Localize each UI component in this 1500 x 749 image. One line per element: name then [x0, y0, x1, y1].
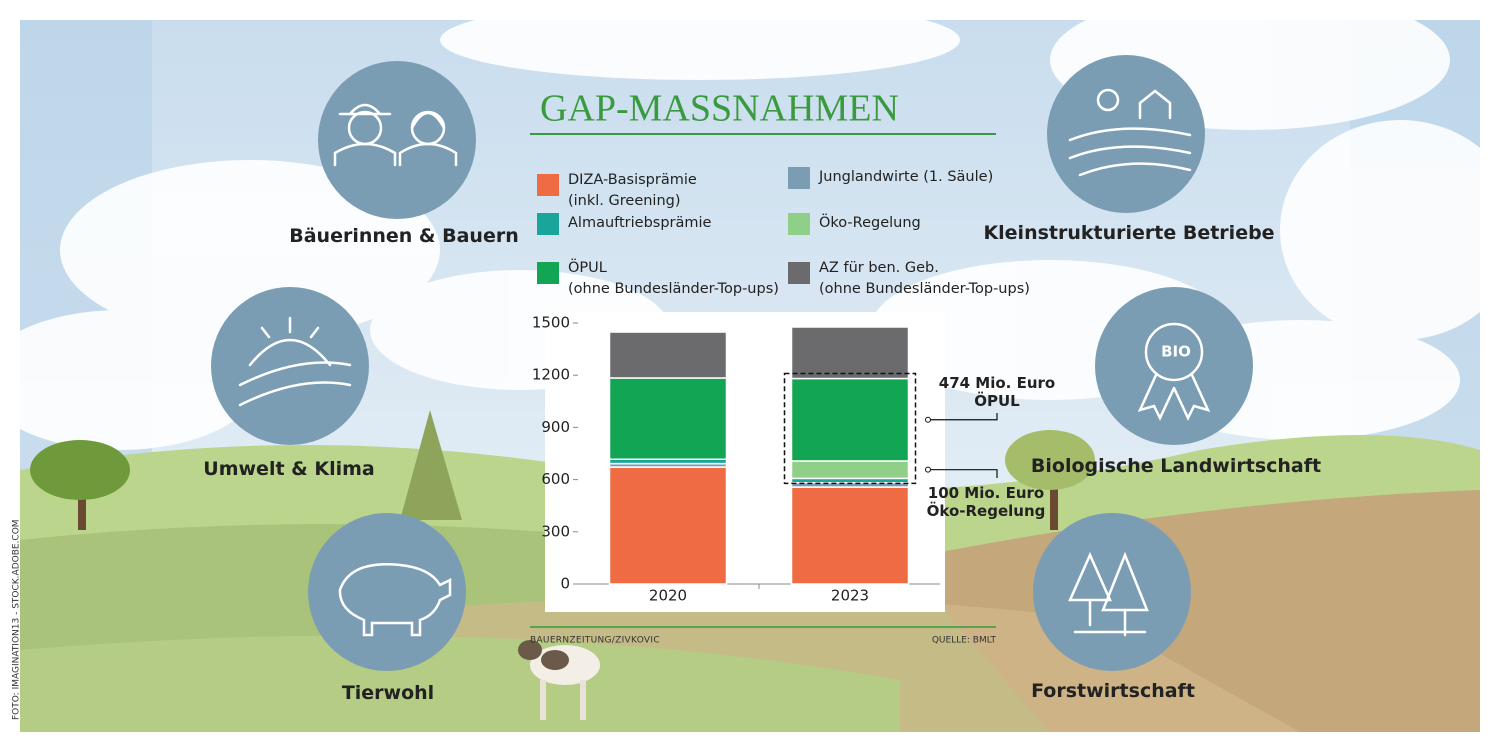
- topic-label: Tierwohl: [341, 682, 435, 704]
- legend-swatch: [537, 174, 559, 196]
- y-tick-label: 1500: [532, 314, 570, 332]
- y-tick-label: 1200: [532, 366, 570, 384]
- chart-title: GAP-MASSNAHMEN: [540, 88, 899, 130]
- annotation-leader: [928, 469, 998, 478]
- photo-credit: FOTO: IMAGINATION13 - STOCK.ADOBE.COM: [12, 519, 22, 720]
- annotation-dot: [925, 466, 931, 473]
- x-tick-label: 2020: [649, 587, 687, 605]
- legend-label: ÖPUL (ohne Bundesländer-Top-ups): [568, 260, 779, 297]
- cow: [518, 640, 600, 720]
- annotation-dot: [925, 416, 931, 423]
- bar-segment: [790, 460, 910, 480]
- x-tick-label: 2023: [831, 587, 869, 605]
- annotation-leader: [928, 413, 998, 421]
- bar-segment: [790, 326, 910, 380]
- topic-label: Kleinstrukturierte Betriebe: [983, 222, 1275, 244]
- topic-label: Umwelt & Klima: [203, 458, 375, 480]
- bar-segment: [608, 377, 728, 460]
- legend-label: DIZA-Basisprämie (inkl. Greening): [568, 172, 697, 209]
- legend-label: Öko-Regelung: [819, 215, 921, 231]
- topic-label: Bäuerinnen & Bauern: [289, 225, 519, 247]
- topic-icons: [238, 88, 1211, 637]
- bar-segment: [790, 486, 910, 585]
- tree: [30, 410, 1095, 530]
- annotation: 474 Mio. Euro ÖPUL: [938, 374, 1056, 410]
- y-tick-label: 900: [541, 418, 570, 436]
- y-tick-label: 600: [541, 470, 570, 488]
- meadow: [20, 635, 900, 732]
- legend-swatch: [537, 262, 559, 284]
- topic-label: Biologische Landwirtschaft: [1030, 455, 1322, 477]
- annotation: 100 Mio. Euro Öko-Regelung: [926, 484, 1046, 520]
- bar-segment: [608, 466, 728, 585]
- y-tick-label: 0: [560, 575, 570, 593]
- author: BAUERNZEITUNG/ZIVKOVIC: [530, 636, 660, 646]
- legend-label: Almauftriebsprämie: [568, 215, 712, 231]
- highlight-box: [783, 372, 917, 485]
- bar-segment: [790, 377, 910, 462]
- y-tick-label: 300: [541, 522, 570, 540]
- legend-label: Junglandwirte (1. Säule): [819, 169, 994, 185]
- legend-label: AZ für ben. Geb. (ohne Bundesländer-Top-…: [819, 260, 1030, 297]
- legend-swatch: [537, 213, 559, 235]
- legend-swatch: [788, 213, 810, 235]
- bar-segment: [608, 331, 728, 379]
- source: QUELLE: BMLT: [932, 636, 997, 646]
- topic-label: Forstwirtschaft: [1031, 680, 1195, 702]
- legend-swatch: [788, 262, 810, 284]
- bio-icon-text: BIO: [1161, 343, 1191, 361]
- legend-swatch: [788, 167, 810, 189]
